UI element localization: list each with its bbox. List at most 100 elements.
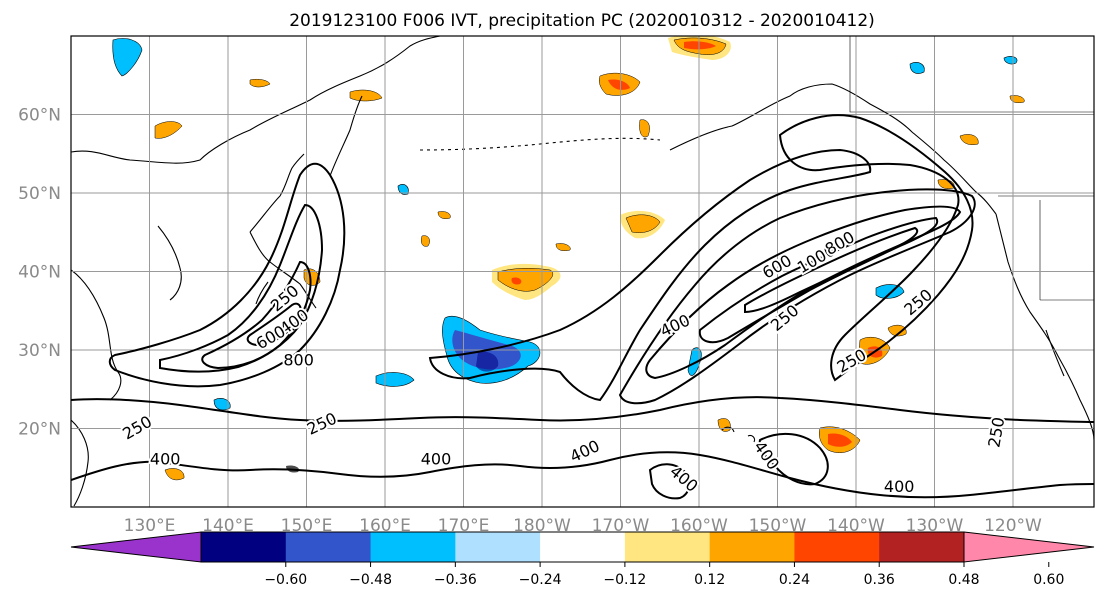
lon-label: 130°E <box>124 516 176 536</box>
colorbar-segment <box>540 532 626 562</box>
precip-positive-area <box>608 79 630 90</box>
precip-positive-area <box>959 134 979 145</box>
colorbar-tick-label: −0.12 <box>603 572 646 588</box>
lon-label: 140°E <box>202 516 254 536</box>
gridlines <box>71 36 1094 507</box>
ivt-contour-250 <box>778 114 974 382</box>
precip-positive-area <box>1009 95 1025 103</box>
lon-label: 180°W <box>513 516 571 536</box>
colorbar-segment <box>285 532 372 562</box>
colorbar-tick-label: 0.36 <box>864 572 895 588</box>
lat-label: 50°N <box>18 184 61 204</box>
chart-title: 2019123100 F006 IVT, precipitation PC (2… <box>289 11 875 31</box>
colorbar-tick-label: −0.24 <box>519 572 562 588</box>
colorbar-tick-label: −0.36 <box>434 572 477 588</box>
precip-negative-area <box>213 398 231 411</box>
colorbar-tick-label: 0.60 <box>1033 572 1064 588</box>
contour-label: 400 <box>884 477 915 496</box>
contour-label: 400 <box>421 449 452 468</box>
colorbar-segment <box>624 532 711 562</box>
lat-label: 60°N <box>18 106 61 126</box>
alaska-coastline <box>669 83 997 215</box>
lat-label: 20°N <box>18 420 61 440</box>
colorbar-segment <box>709 532 795 562</box>
precip-positive-area <box>511 277 522 285</box>
kamchatka-coastline <box>329 95 363 177</box>
colorbar-tick-label: 0.48 <box>948 572 979 588</box>
china-coastline <box>71 269 122 401</box>
lon-label: 130°W <box>906 516 964 536</box>
precip-positive-area <box>497 268 554 292</box>
colorbar <box>70 531 1095 563</box>
precip-positive-area <box>164 468 185 481</box>
precip-positive-area <box>625 214 661 233</box>
precip-negative-area <box>909 62 925 74</box>
ivt-contour-600 <box>645 205 962 380</box>
lon-label: 160°W <box>670 516 728 536</box>
precip-negative-area <box>687 347 702 376</box>
ivt-contours <box>71 114 1094 500</box>
colorbar-tick-label: 0.24 <box>779 572 810 588</box>
longitude-labels: 130°E 140°E 150°E 160°E 170°E 180°W 170°W 160°W… <box>124 516 1042 536</box>
precip-positive-area <box>639 119 650 138</box>
lon-label: 160°E <box>359 516 411 536</box>
precip-negative-area <box>1003 56 1018 65</box>
colorbar-segment <box>370 532 456 562</box>
ivt-contour-1000 <box>744 226 919 314</box>
colorbar-extend-low <box>70 531 202 563</box>
colorbar-segment <box>201 532 287 562</box>
contour-label: 800 <box>283 350 314 369</box>
precip-positive-area <box>249 78 271 88</box>
precip-positive-area <box>555 243 571 251</box>
lon-label: 120°W <box>984 516 1042 536</box>
ivt-contour-250 <box>428 148 872 402</box>
precip-positive-area <box>684 41 716 50</box>
precip-positive-area <box>303 268 321 286</box>
lon-label: 150°W <box>749 516 807 536</box>
coastlines <box>71 36 1094 507</box>
ivt-contour-800 <box>698 216 939 344</box>
ivt-contour-400 <box>648 463 691 500</box>
map-frame <box>70 35 1095 508</box>
latitude-labels: 60°N 50°N 40°N 30°N 20°N <box>18 106 61 440</box>
borders <box>849 36 1094 301</box>
hawaii-islands <box>721 426 756 443</box>
north-america-coastline <box>995 213 1094 441</box>
precip-positive-area <box>421 235 430 247</box>
colorbar-frame <box>200 531 965 563</box>
ivt-contour-250 <box>108 162 346 388</box>
ivt-contour-250 <box>71 396 1094 423</box>
precip-negative-area <box>112 38 143 77</box>
contour-label: 400 <box>150 449 181 468</box>
precip-negative-area <box>476 351 499 372</box>
colorbar-segment <box>794 532 880 562</box>
precip-positive-area <box>437 211 451 219</box>
precip-positive-area <box>887 324 907 337</box>
philippines-coastline <box>71 419 89 507</box>
precip-positive-area <box>349 89 383 102</box>
ivt-contour-400 <box>758 432 829 486</box>
ivt-contour-400 <box>71 451 1094 499</box>
lon-label: 170°E <box>438 516 490 536</box>
ivt-contour-600 <box>201 260 312 370</box>
colorbar-segment <box>455 532 541 562</box>
korea-coastline <box>157 225 182 301</box>
colorbar-tick-label: 0.12 <box>694 572 725 588</box>
ivt-contour-400 <box>618 188 976 405</box>
lon-label: 150°E <box>281 516 333 536</box>
ivt-contour-400 <box>159 203 324 373</box>
lat-label: 40°N <box>18 263 61 283</box>
colorbar-extend-high <box>963 531 1095 563</box>
precip-negative-area <box>397 184 409 195</box>
asia-coastline <box>71 36 441 164</box>
colorbar-tick-label: −0.48 <box>349 572 392 588</box>
aleutian-islands <box>419 137 661 151</box>
lon-label: 140°W <box>827 516 885 536</box>
ivt-contour-800 <box>246 302 302 347</box>
colorbar-tick-labels: −0.60 −0.48 −0.36 −0.24 −0.12 0.12 0.24 0.36 0.4… <box>264 562 1064 588</box>
precip-positive-area <box>828 433 852 447</box>
lon-label: 170°W <box>592 516 650 536</box>
colorbar-tick-label: −0.60 <box>264 572 307 588</box>
precip-positive-area <box>154 121 183 139</box>
